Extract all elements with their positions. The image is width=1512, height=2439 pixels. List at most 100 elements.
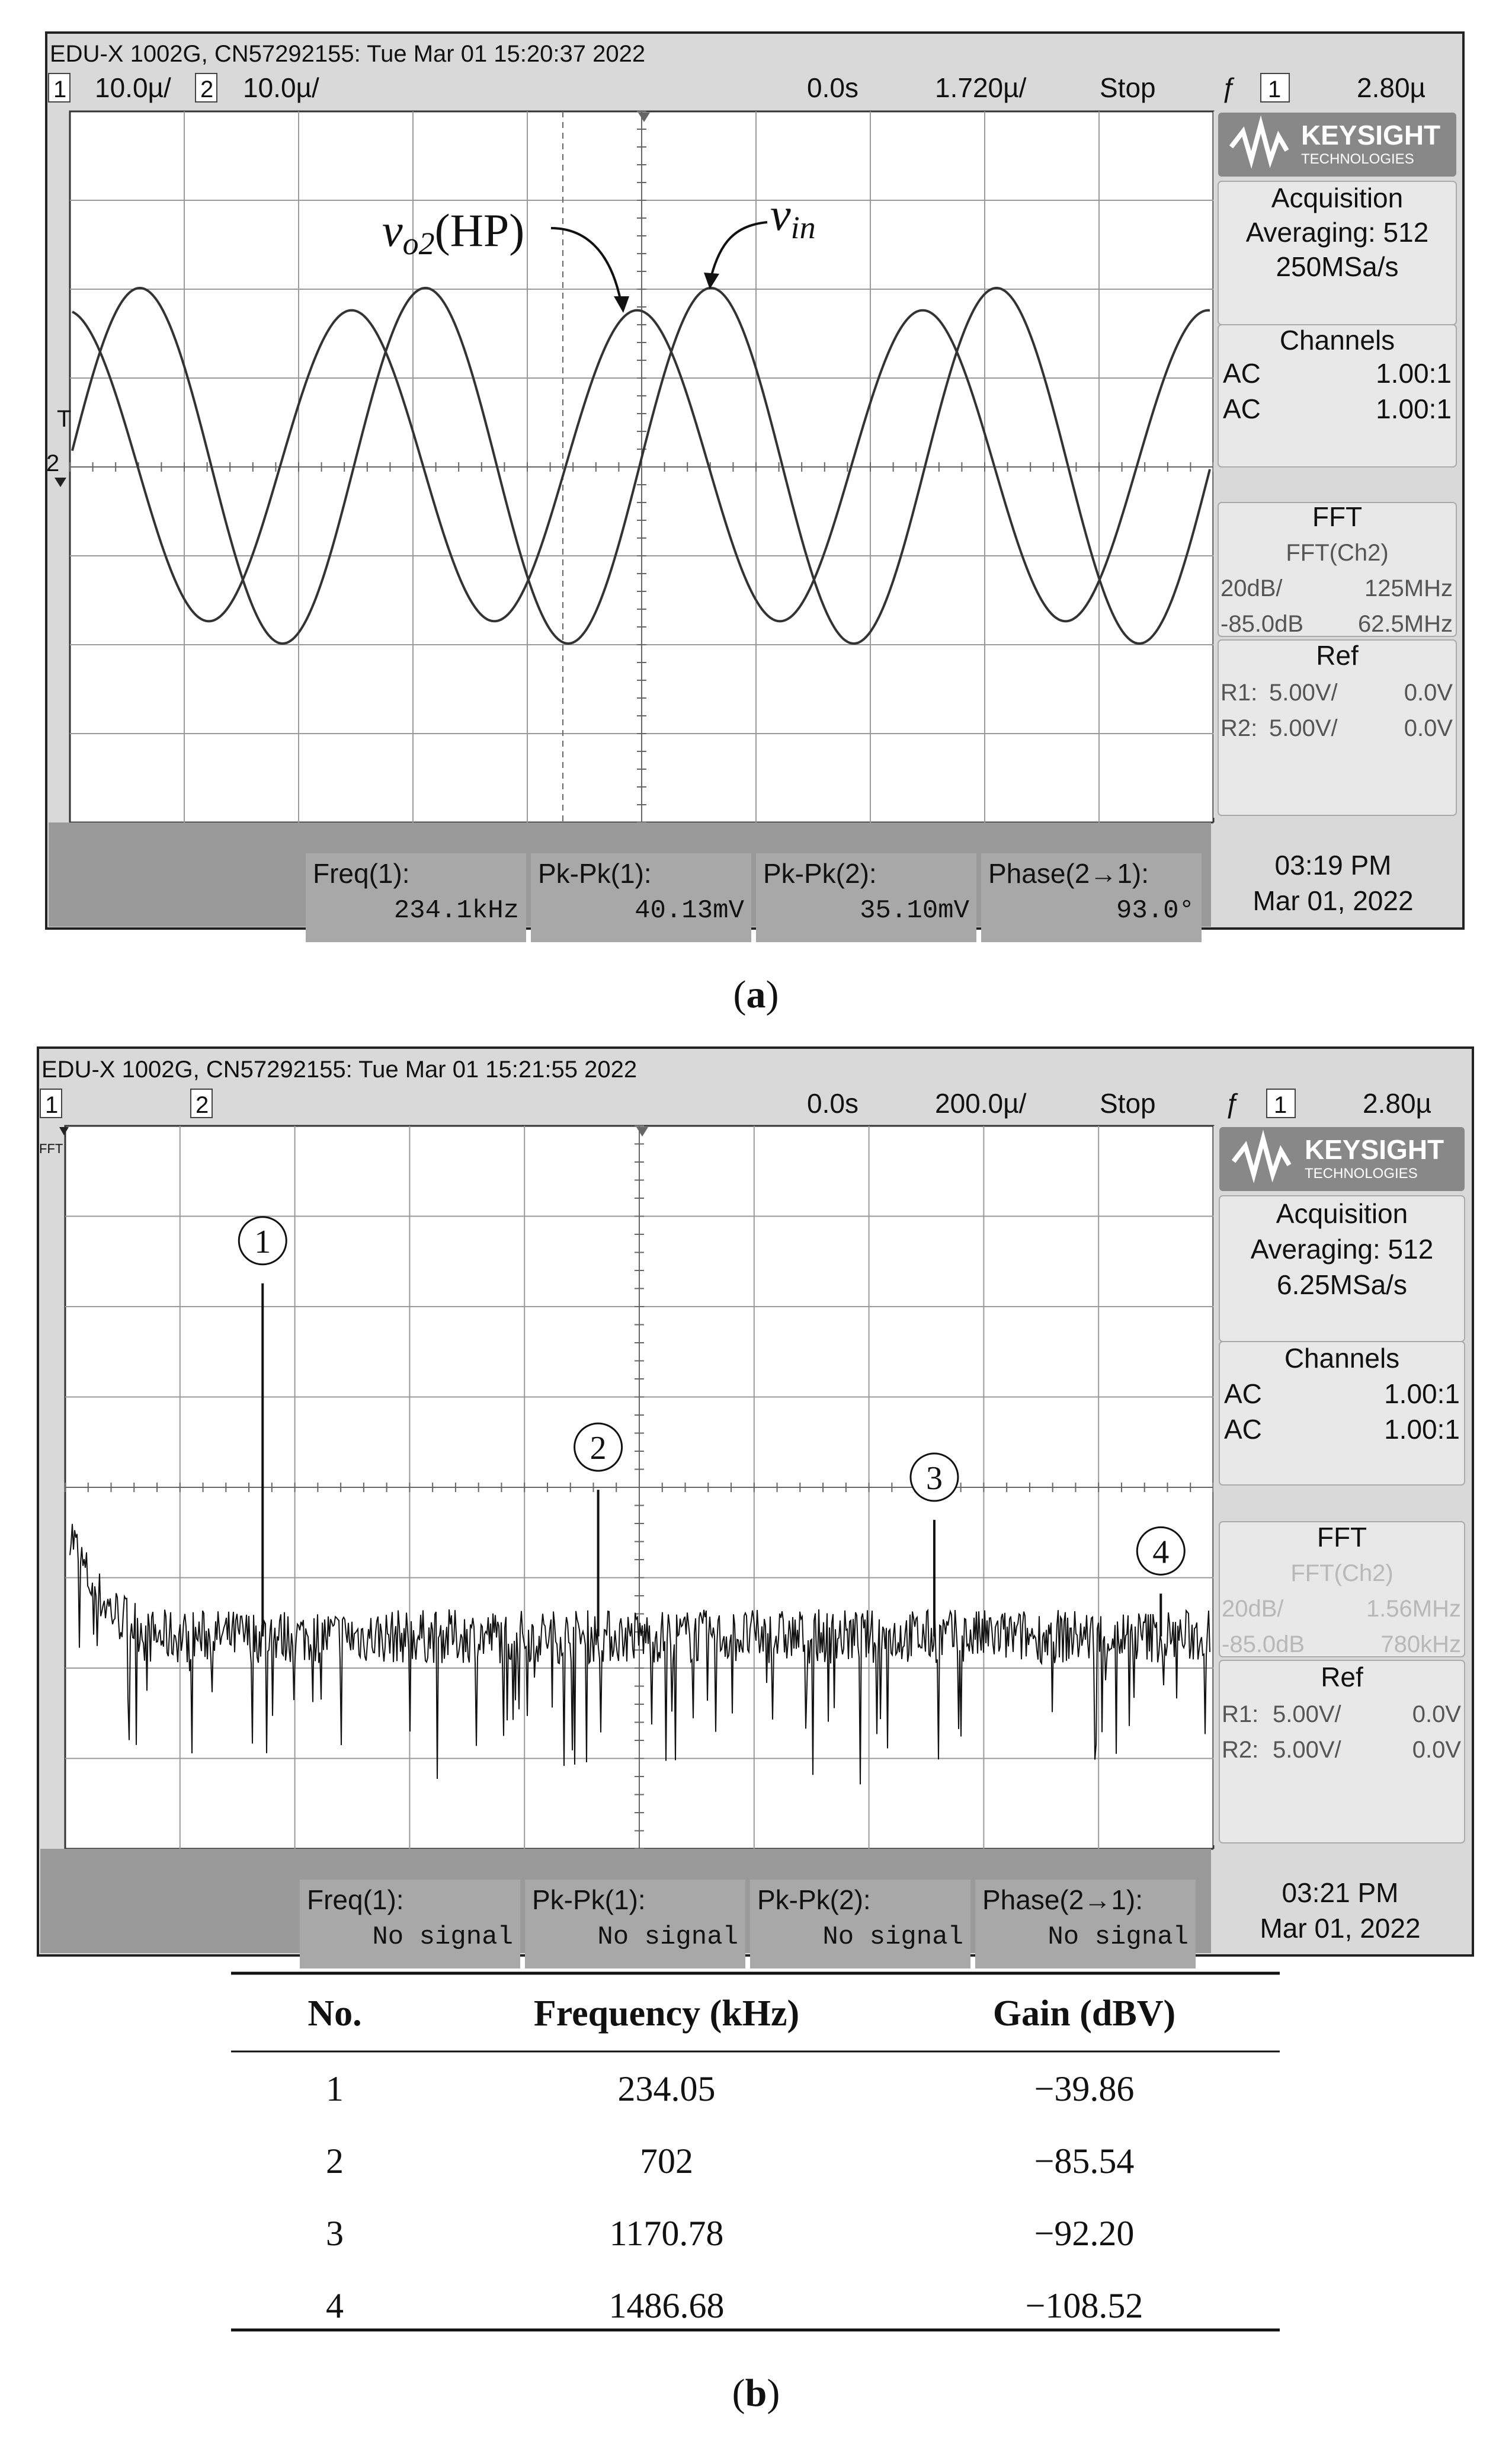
a-meas-cell[interactable] xyxy=(531,853,751,942)
acq-line2-b: 6.25MSa/s xyxy=(1277,1269,1407,1300)
ground-arrow-icon xyxy=(55,478,66,487)
spectrum-trace xyxy=(69,1523,1210,1785)
b-meas-cell[interactable] xyxy=(525,1880,745,1969)
ref-box-b[interactable] xyxy=(1219,1660,1465,1843)
trigger-ch-b[interactable]: 1 xyxy=(1274,1092,1287,1118)
ch-ground-marker-a: 2 xyxy=(46,450,59,476)
fft-source-b: FFT(Ch2) xyxy=(1290,1560,1393,1586)
peak-4-label: 4 xyxy=(1152,1534,1169,1570)
ch1-number-b[interactable]: 1 xyxy=(45,1092,58,1118)
a-meas-cell[interactable] xyxy=(756,853,976,942)
side-panel-b: KEYSIGHT TECHNOLOGIES Acquisition Averag… xyxy=(1213,1126,1471,1845)
r1-scale-b: 5.00V/ xyxy=(1273,1701,1342,1727)
spectrum-display-b: FFT 1 2 3 4 xyxy=(39,1125,1215,1850)
fft-title-b: FFT xyxy=(1317,1522,1367,1553)
table-header: No. xyxy=(307,1993,361,2034)
ch1-probe-b: 1.00:1 xyxy=(1384,1378,1460,1409)
b-meas-label: Phase(2→1): xyxy=(982,1884,1143,1915)
peak-labels: 1 2 3 4 xyxy=(238,1216,1186,1637)
table-cell: 4 xyxy=(326,2286,344,2325)
table-cell: 1170.78 xyxy=(610,2214,724,2253)
ch1-scale-a[interactable]: 10.0µ/ xyxy=(95,72,171,103)
b-meas-cell[interactable] xyxy=(300,1880,520,1969)
ref-title-a: Ref xyxy=(1316,640,1359,671)
fft-offset-b: -85.0dB xyxy=(1222,1631,1305,1657)
fft-title-a: FFT xyxy=(1312,501,1362,532)
peak-2-marker xyxy=(574,1422,623,1472)
a-meas-value: 40.13mV xyxy=(635,896,744,926)
ch2-number-b[interactable]: 2 xyxy=(196,1092,209,1118)
brand-name-b: KEYSIGHT xyxy=(1305,1134,1444,1165)
b-meas-cell[interactable] xyxy=(975,1880,1196,1969)
delay-b[interactable]: 0.0s xyxy=(807,1088,858,1119)
peak-2-label: 2 xyxy=(590,1430,607,1467)
channels-box-a[interactable] xyxy=(1218,324,1457,468)
r1-offset-a: 0.0V xyxy=(1404,680,1453,706)
run-state-b[interactable]: Stop xyxy=(1100,1088,1156,1119)
ch2-coupling-a: AC xyxy=(1223,393,1261,424)
channels-box-b[interactable] xyxy=(1219,1341,1465,1486)
ch1-number-a[interactable]: 1 xyxy=(53,76,66,103)
channels-title-b: Channels xyxy=(1284,1343,1399,1374)
peak-1-label: 1 xyxy=(254,1224,271,1260)
brand-box-b xyxy=(1219,1127,1465,1191)
trigger-level-a[interactable]: 2.80µ xyxy=(1357,72,1425,103)
a-meas-value: 234.1kHz xyxy=(394,896,519,926)
caption-b: (b) xyxy=(732,2371,780,2415)
table-cell: −92.20 xyxy=(1034,2214,1135,2253)
trigger-ch-a[interactable]: 1 xyxy=(1268,76,1281,103)
fft-arrow-icon xyxy=(59,1127,69,1135)
r2-offset-a: 0.0V xyxy=(1404,715,1453,741)
r2-scale-b: 5.00V/ xyxy=(1273,1737,1342,1763)
brand-sub-b: TECHNOLOGIES xyxy=(1305,1166,1418,1182)
table-cell: 2 xyxy=(326,2142,344,2181)
timebase-b[interactable]: 200.0µ/ xyxy=(935,1088,1027,1119)
table-cell: −85.54 xyxy=(1034,2142,1135,2181)
fft-span-b: 1.56MHz xyxy=(1366,1596,1461,1622)
acq-line1-b: Averaging: 512 xyxy=(1251,1234,1434,1265)
fft-center-a: 62.5MHz xyxy=(1358,611,1453,637)
vo2-label: vo2(HP) xyxy=(382,204,524,261)
run-state-a[interactable]: Stop xyxy=(1100,72,1156,103)
annotations-a: vo2(HP) vin xyxy=(382,188,816,313)
trigger-level-b[interactable]: 2.80µ xyxy=(1363,1088,1431,1119)
a-meas-value: 93.0° xyxy=(1116,896,1194,926)
acq-title-b: Acquisition xyxy=(1276,1198,1408,1229)
r1-label-a: R1: xyxy=(1221,680,1257,706)
vo2-trace xyxy=(72,309,1210,623)
a-meas-cell[interactable] xyxy=(981,853,1202,942)
fft-scale-a: 20dB/ xyxy=(1221,575,1283,601)
a-meas-label: Pk-Pk(2): xyxy=(763,858,877,889)
status-bar-b: 1 2 0.0s 200.0µ/ Stop ƒ 1 2.80µ xyxy=(40,1088,1431,1119)
a-meas-label: Freq(1): xyxy=(313,858,410,889)
table-cell: 3 xyxy=(326,2214,344,2253)
b-meas-label: Pk-Pk(2): xyxy=(757,1884,871,1915)
fft-box-a[interactable] xyxy=(1218,502,1457,637)
table-header: Gain (dBV) xyxy=(993,1993,1175,2034)
a-meas-value: 35.10mV xyxy=(860,896,969,926)
waveform-display-a: T 2 xyxy=(46,110,1215,824)
ch1-coupling-a: AC xyxy=(1223,358,1261,389)
fft-box-b[interactable] xyxy=(1219,1521,1465,1657)
peak-3-label: 3 xyxy=(926,1460,943,1497)
trigger-icon-b: ƒ xyxy=(1225,1088,1241,1119)
b-meas-value: No signal xyxy=(822,1922,963,1952)
table-cell: 1 xyxy=(326,2069,344,2108)
a-meas-cell[interactable] xyxy=(306,853,526,942)
ch2-number-a[interactable]: 2 xyxy=(200,76,213,103)
trigger-marker-a: T xyxy=(57,406,71,432)
vin-arrow-head-icon xyxy=(704,273,719,289)
status-bar-a: 1 10.0µ/ 2 10.0µ/ 0.0s 1.720µ/ Stop ƒ 1 … xyxy=(48,72,1425,103)
vin-trace xyxy=(71,286,1211,645)
a-meas-label: Pk-Pk(1): xyxy=(538,858,652,889)
b-meas-label: Freq(1): xyxy=(307,1884,404,1915)
timebase-a[interactable]: 1.720µ/ xyxy=(935,72,1027,103)
peak-table: No. Frequency (kHz) Gain (dBV) 1 234.05 −39.8… xyxy=(231,1971,1280,2332)
b-meas-cell[interactable] xyxy=(750,1880,970,1969)
table-cell: −39.86 xyxy=(1034,2069,1135,2108)
channels-title-a: Channels xyxy=(1280,325,1395,356)
ch2-scale-a[interactable]: 10.0µ/ xyxy=(243,72,319,103)
ref-box-a[interactable] xyxy=(1218,639,1457,816)
delay-a[interactable]: 0.0s xyxy=(807,72,858,103)
vin-arrow xyxy=(710,221,768,278)
